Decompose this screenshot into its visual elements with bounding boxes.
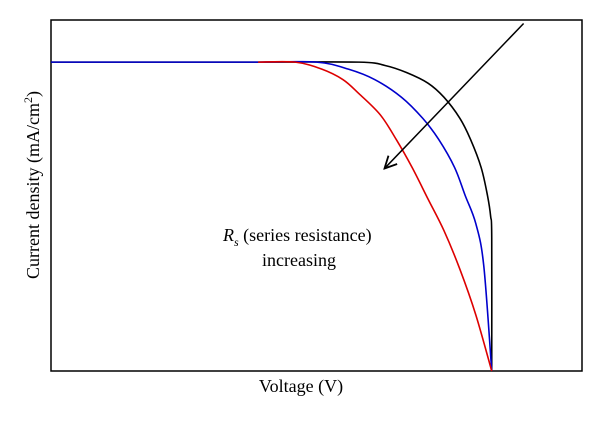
series-line-3 bbox=[258, 60, 493, 372]
y-axis-label-suffix: ) bbox=[23, 91, 44, 97]
rs-symbol: R bbox=[222, 225, 234, 245]
annotation-line-1: Rs (series resistance) bbox=[222, 225, 372, 249]
series-line-2 bbox=[51, 60, 493, 372]
y-axis-label-main: Current density (mA/cm bbox=[23, 103, 44, 279]
series-layer bbox=[51, 60, 493, 372]
x-axis-label: Voltage (V) bbox=[259, 376, 343, 397]
y-axis-label-superscript: 2 bbox=[21, 97, 35, 103]
annotation-line-2: increasing bbox=[262, 250, 336, 270]
y-axis-label: Current density (mA/cm2) bbox=[21, 91, 44, 279]
annotation-arrow bbox=[386, 22, 525, 168]
rs-subscript: s bbox=[234, 235, 239, 249]
annotation-line-1-rest: (series resistance) bbox=[239, 225, 372, 246]
plot-frame bbox=[50, 19, 583, 372]
series-line-1 bbox=[51, 61, 493, 372]
